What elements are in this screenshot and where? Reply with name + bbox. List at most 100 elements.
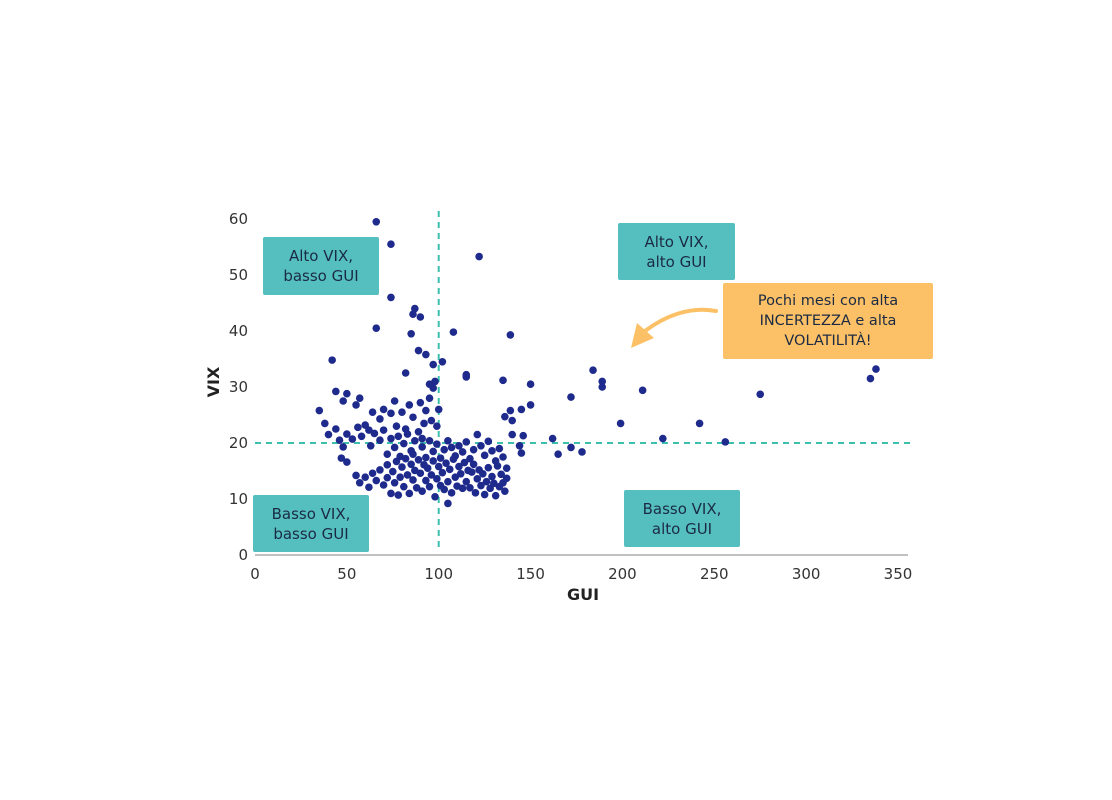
x-axis-ticks: 0 50 100 150 200 250 300 350 bbox=[250, 565, 912, 583]
data-point bbox=[484, 463, 493, 472]
data-point bbox=[589, 366, 597, 375]
data-point bbox=[392, 457, 401, 466]
data-point bbox=[482, 477, 491, 486]
data-point bbox=[598, 377, 607, 386]
data-point bbox=[383, 461, 392, 469]
data-point bbox=[376, 436, 384, 445]
data-point bbox=[467, 468, 476, 476]
data-point bbox=[455, 442, 463, 450]
data-point bbox=[332, 387, 340, 396]
x-axis-label: GUI bbox=[567, 585, 599, 604]
data-point bbox=[462, 438, 471, 446]
quadrant-label-line1: Basso VIX, bbox=[642, 499, 722, 518]
data-point bbox=[387, 434, 395, 443]
data-point bbox=[872, 365, 880, 373]
data-point bbox=[444, 436, 452, 445]
data-point bbox=[431, 377, 439, 386]
data-point bbox=[515, 442, 524, 450]
y-tick-label: 0 bbox=[238, 546, 248, 564]
quadrant-label-line1: Basso VIX, bbox=[271, 504, 351, 523]
data-point bbox=[502, 474, 511, 483]
data-point bbox=[429, 360, 438, 369]
data-point bbox=[379, 426, 388, 434]
data-point bbox=[488, 472, 496, 481]
data-point bbox=[396, 473, 404, 481]
data-point bbox=[477, 481, 485, 490]
data-point bbox=[352, 471, 360, 480]
data-point bbox=[387, 293, 395, 302]
data-point bbox=[409, 310, 417, 319]
data-point bbox=[479, 470, 487, 478]
data-point bbox=[451, 473, 460, 481]
data-point bbox=[433, 422, 441, 431]
data-point bbox=[398, 463, 406, 471]
data-point bbox=[484, 437, 493, 446]
y-tick-label: 20 bbox=[229, 434, 248, 452]
data-point bbox=[425, 482, 434, 491]
data-point bbox=[480, 490, 489, 499]
data-point bbox=[390, 443, 399, 452]
quadrant-label-line1: Alto VIX, bbox=[644, 232, 709, 251]
data-point bbox=[458, 484, 467, 493]
callout-box: Pochi mesi con alta INCERTEZZA e alta VO… bbox=[723, 283, 933, 359]
data-point bbox=[721, 438, 730, 446]
data-point bbox=[429, 457, 438, 465]
y-tick-label: 10 bbox=[229, 490, 248, 508]
data-point bbox=[427, 416, 436, 425]
data-point bbox=[517, 449, 526, 457]
data-point bbox=[407, 330, 415, 338]
data-point bbox=[506, 406, 515, 415]
x-tick-label: 350 bbox=[884, 565, 913, 583]
data-point bbox=[526, 401, 535, 409]
quadrant-label-low-vix-low-gui: Basso VIX, basso GUI bbox=[253, 495, 369, 552]
x-tick-label: 0 bbox=[250, 565, 260, 583]
data-point bbox=[368, 408, 377, 417]
quadrant-label-line2: alto GUI bbox=[651, 519, 713, 538]
data-point bbox=[335, 436, 344, 445]
data-point bbox=[352, 401, 360, 409]
data-point bbox=[383, 450, 392, 459]
quadrant-label-line2: basso GUI bbox=[273, 524, 349, 543]
data-point bbox=[423, 464, 432, 473]
data-point bbox=[365, 483, 373, 492]
data-point bbox=[361, 473, 370, 481]
data-point bbox=[695, 419, 704, 428]
data-point bbox=[475, 252, 483, 261]
data-point bbox=[495, 444, 504, 453]
data-point bbox=[357, 432, 366, 441]
data-point bbox=[598, 383, 607, 391]
data-point bbox=[412, 484, 421, 492]
data-point bbox=[567, 443, 575, 452]
data-point bbox=[429, 384, 438, 392]
data-point bbox=[414, 428, 423, 436]
data-point bbox=[638, 386, 647, 395]
data-point bbox=[387, 489, 395, 498]
data-point bbox=[434, 405, 443, 414]
data-point bbox=[466, 454, 474, 463]
data-point bbox=[390, 478, 399, 487]
data-point bbox=[372, 476, 381, 485]
x-tick-label: 150 bbox=[516, 565, 545, 583]
data-point bbox=[370, 429, 379, 438]
data-point bbox=[440, 445, 449, 454]
data-point bbox=[376, 466, 384, 474]
data-point bbox=[321, 419, 329, 428]
data-point bbox=[416, 469, 425, 478]
data-point bbox=[354, 423, 362, 432]
data-point bbox=[508, 416, 516, 425]
y-tick-label: 50 bbox=[229, 266, 248, 284]
quadrant-label-line2: basso GUI bbox=[283, 267, 359, 285]
data-point bbox=[425, 436, 434, 445]
data-point bbox=[429, 447, 438, 456]
data-point bbox=[433, 475, 441, 483]
data-point bbox=[394, 491, 403, 499]
x-tick-label: 100 bbox=[424, 565, 453, 583]
data-point bbox=[431, 492, 439, 501]
data-point bbox=[400, 482, 408, 491]
data-point bbox=[328, 356, 336, 364]
y-axis-label: VIX bbox=[204, 366, 223, 397]
data-point bbox=[490, 479, 498, 488]
data-point bbox=[554, 450, 562, 459]
data-point bbox=[456, 470, 465, 478]
